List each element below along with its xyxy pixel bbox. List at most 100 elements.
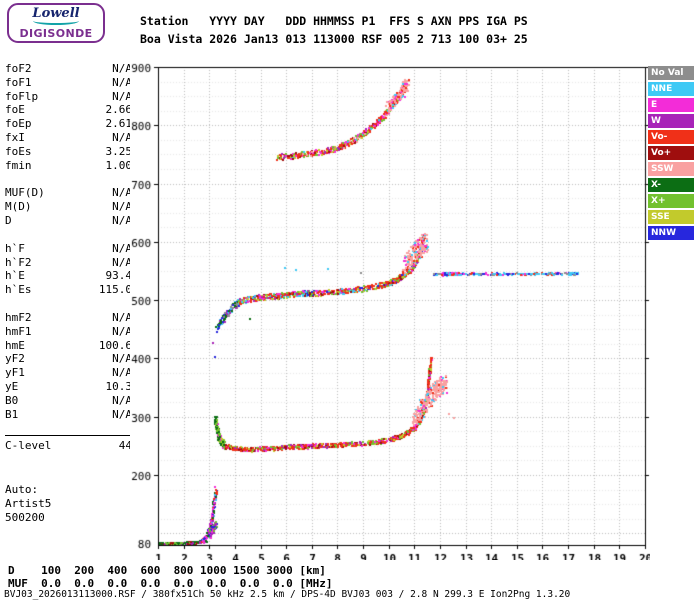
param-row: hmF1 N/A — [5, 325, 132, 339]
param-value: N/A — [112, 213, 132, 227]
param-value: 115.0 — [98, 283, 132, 297]
param-value: 2.61 — [105, 117, 133, 131]
param-value: 3.25 — [105, 144, 133, 158]
param-group: Auto: Artist5 500200 — [5, 483, 132, 524]
param-row: foEs 3.25 — [5, 145, 132, 159]
param-label: foEs — [5, 144, 32, 158]
param-value: N/A — [112, 255, 132, 269]
param-label: h`F2 — [5, 255, 32, 269]
param-value: 100.6 — [98, 338, 132, 352]
param-row: foEp 2.61 — [5, 117, 132, 131]
d-row: D 100 200 400 600 800 1000 1500 3000 [km… — [8, 564, 326, 577]
param-label: h`E — [5, 269, 25, 283]
direction-legend: No Val NNE E W Vo- Vo+ SSW X- X+ SSE NNW — [648, 66, 696, 242]
param-label: MUF(D) — [5, 186, 45, 200]
param-value: 10.3 — [105, 379, 133, 393]
param-value: 93.4 — [105, 269, 133, 283]
param-value: N/A — [112, 324, 132, 338]
param-value: N/A — [112, 366, 132, 380]
param-label: foE — [5, 103, 25, 117]
status-bar: BVJ03_2026013113000.RSF / 380fx51Ch 50 k… — [4, 589, 571, 600]
param-value: 2.66 — [105, 103, 133, 117]
param-value: N/A — [112, 352, 132, 366]
logo-lowell-text: Lowell — [32, 6, 80, 21]
param-row: hmF2 N/A — [5, 311, 132, 325]
param-label: h`Es — [5, 283, 32, 297]
legend-item-x+: X+ — [648, 194, 694, 208]
param-label: foFlp — [5, 89, 39, 103]
param-value: N/A — [112, 200, 132, 214]
logo-swoosh-icon — [33, 17, 79, 25]
param-row: h`F N/A — [5, 242, 132, 256]
legend-item-x-: X- — [648, 178, 694, 192]
param-row: foFlp N/A — [5, 90, 132, 104]
legend-item-w: W — [648, 114, 694, 128]
param-label: Auto: — [5, 483, 39, 497]
param-value: N/A — [112, 130, 132, 144]
muf-row: MUF 0.0 0.0 0.0 0.0 0.0 0.0 0.0 0.0 [MHz… — [8, 577, 333, 590]
param-label: yF2 — [5, 352, 25, 366]
param-label: yE — [5, 379, 19, 393]
header-fields-row: Station YYYY DAY DDD HHMMSS P1 FFS S AXN… — [140, 14, 528, 28]
param-label: h`F — [5, 241, 25, 255]
param-label: yF1 — [5, 366, 25, 380]
station-header: Station YYYY DAY DDD HHMMSS P1 FFS S AXN… — [140, 13, 528, 48]
param-row: Auto: — [5, 483, 132, 497]
param-label: B0 — [5, 393, 19, 407]
legend-item-vo+: Vo+ — [648, 146, 694, 160]
legend-item-no-val: No Val — [648, 66, 694, 80]
param-value: N/A — [112, 62, 132, 75]
legend-item-nnw: NNW — [648, 226, 694, 240]
legend-item-ssw: SSW — [648, 162, 694, 176]
param-row: fmin 1.00 — [5, 159, 132, 173]
param-label: foF1 — [5, 75, 32, 89]
lowell-digisonde-logo: Lowell DIGISONDE — [7, 3, 105, 43]
parameter-panel: foF2 N/A foF1 N/A foFlp N/A foE 2.66 foEp 2.61 fxI… — [5, 62, 132, 539]
legend-item-e: E — [648, 98, 694, 112]
param-row: B1 N/A — [5, 408, 132, 422]
param-label: foEp — [5, 117, 32, 131]
param-value: N/A — [112, 186, 132, 200]
param-row: hmE 100.6 — [5, 339, 132, 353]
param-row: h`E 93.4 — [5, 269, 132, 283]
param-value: N/A — [112, 89, 132, 103]
param-row: yE 10.3 — [5, 380, 132, 394]
param-row: fxI N/A — [5, 131, 132, 145]
param-row: D N/A — [5, 214, 132, 228]
param-row: yF1 N/A — [5, 366, 132, 380]
param-label: Artist5 — [5, 496, 52, 510]
param-value: 44 — [118, 439, 132, 453]
param-value: N/A — [112, 310, 132, 324]
param-label: 500200 — [5, 510, 45, 524]
param-value: N/A — [112, 407, 132, 421]
param-row: M(D) N/A — [5, 200, 132, 214]
legend-item-sse: SSE — [648, 210, 694, 224]
param-row: yF2 N/A — [5, 352, 132, 366]
param-row: Artist5 — [5, 497, 132, 511]
legend-item-nne: NNE — [648, 82, 694, 96]
param-row: MUF(D) N/A — [5, 186, 132, 200]
param-row: 500200 — [5, 511, 132, 525]
param-row: C-level 44 — [5, 439, 132, 453]
param-group: h`F N/A h`F2 N/A h`E 93.4 h`Es 115.0 — [5, 242, 132, 297]
param-row: foE 2.66 — [5, 103, 132, 117]
param-label: foF2 — [5, 62, 32, 75]
param-label: C-level — [5, 439, 52, 453]
ionogram-plot — [130, 60, 650, 560]
param-label: hmE — [5, 338, 25, 352]
param-value: 1.00 — [105, 158, 133, 172]
param-row: h`F2 N/A — [5, 256, 132, 270]
param-row: B0 N/A — [5, 394, 132, 408]
param-value: N/A — [112, 393, 132, 407]
param-group: hmF2 N/A hmF1 N/A hmE 100.6 yF2 N/A yF1 N/A yE 10.3… — [5, 311, 132, 421]
dmuf-table: D 100 200 400 600 800 1000 1500 3000 [km… — [8, 564, 333, 590]
param-row: foF1 N/A — [5, 76, 132, 90]
param-row: foF2 N/A — [5, 62, 132, 76]
param-label: hmF1 — [5, 324, 32, 338]
param-label: M(D) — [5, 200, 32, 214]
param-value: N/A — [112, 241, 132, 255]
param-group: MUF(D) N/A M(D) N/A D N/A — [5, 186, 132, 227]
param-label: B1 — [5, 407, 19, 421]
param-group: foF2 N/A foF1 N/A foFlp N/A foE 2.66 foEp 2.61 fxI… — [5, 62, 132, 172]
